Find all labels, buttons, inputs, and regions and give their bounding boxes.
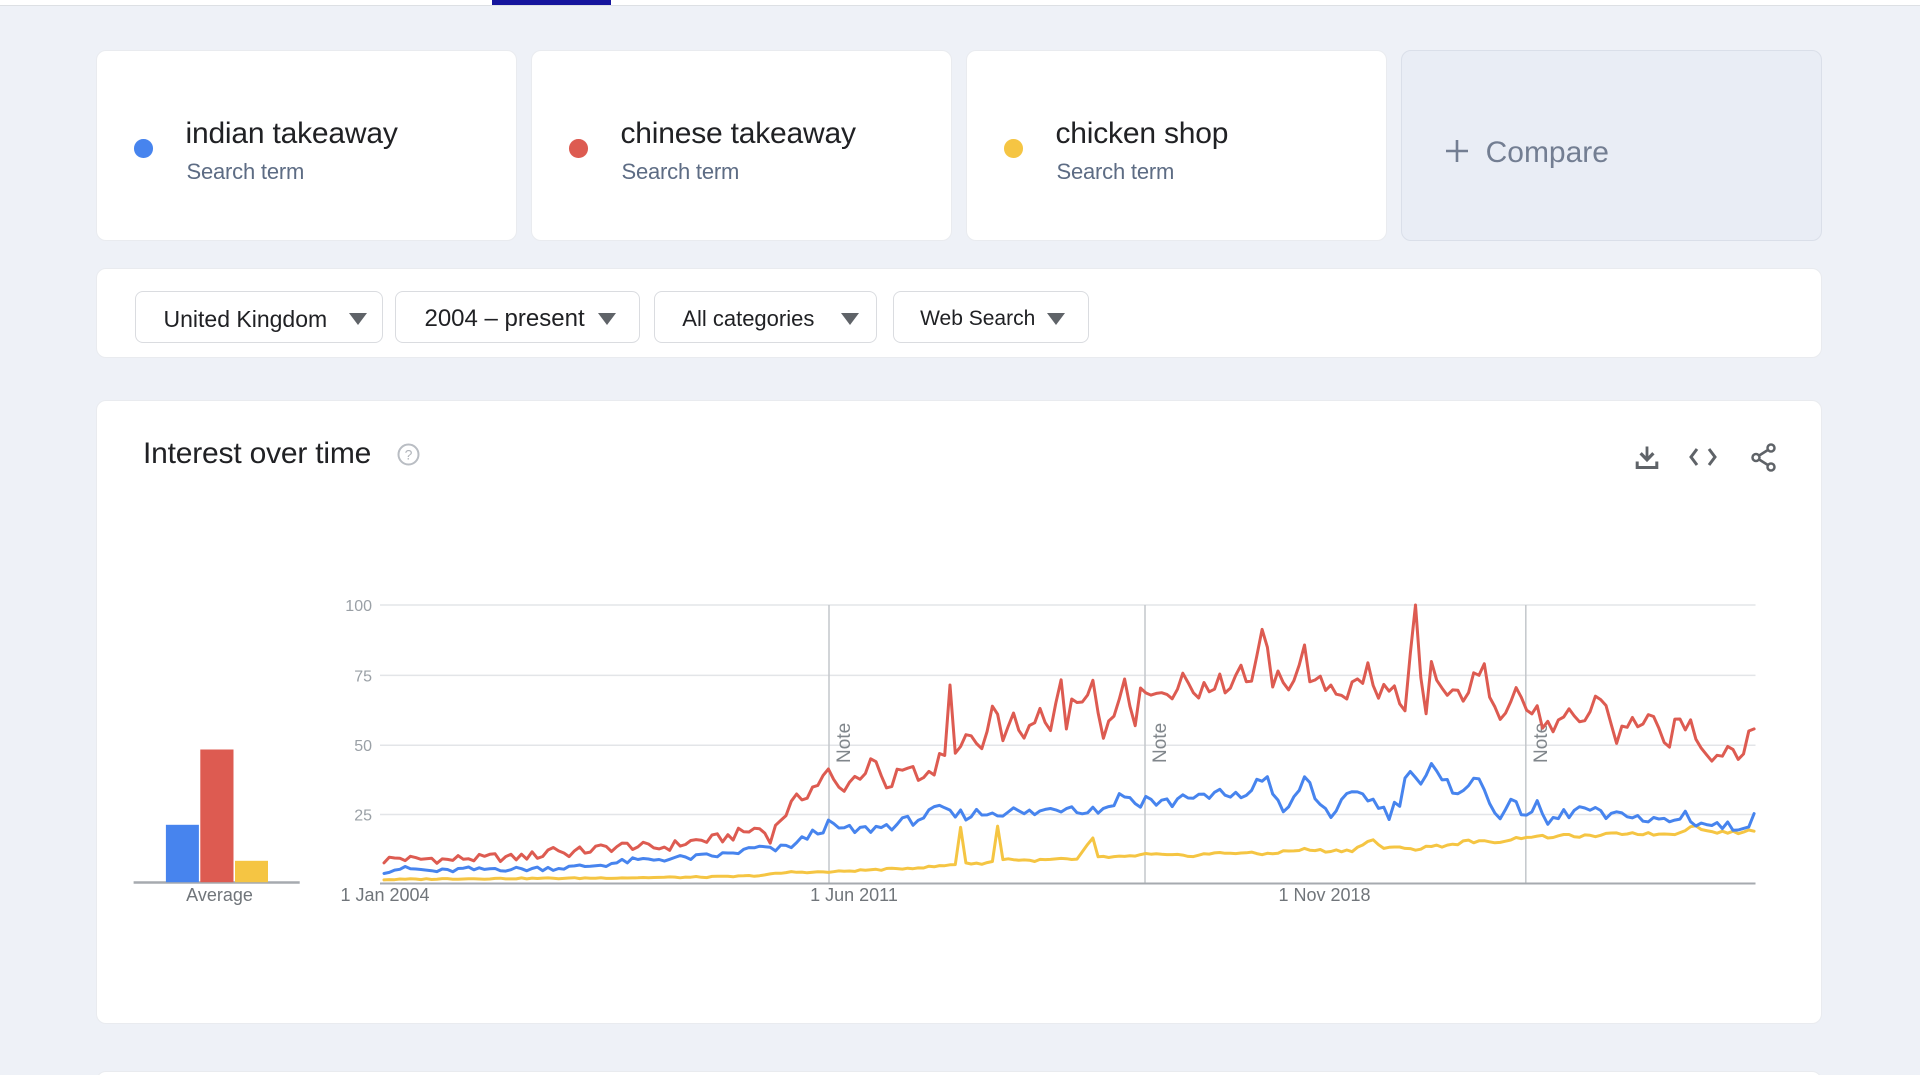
svg-text:1 Nov 2018: 1 Nov 2018 <box>1278 885 1370 905</box>
svg-text:Note: Note <box>1150 723 1171 763</box>
svg-text:1 Jan 2004: 1 Jan 2004 <box>340 885 429 905</box>
svg-text:75: 75 <box>354 668 372 685</box>
svg-text:1 Jun 2011: 1 Jun 2011 <box>810 885 898 905</box>
svg-text:100: 100 <box>345 598 372 615</box>
svg-text:?: ? <box>405 447 413 463</box>
svg-text:25: 25 <box>354 808 372 825</box>
svg-text:Note: Note <box>1531 723 1552 763</box>
svg-text:Note: Note <box>834 723 855 763</box>
svg-text:Average: Average <box>186 885 253 905</box>
svg-text:50: 50 <box>354 738 372 755</box>
